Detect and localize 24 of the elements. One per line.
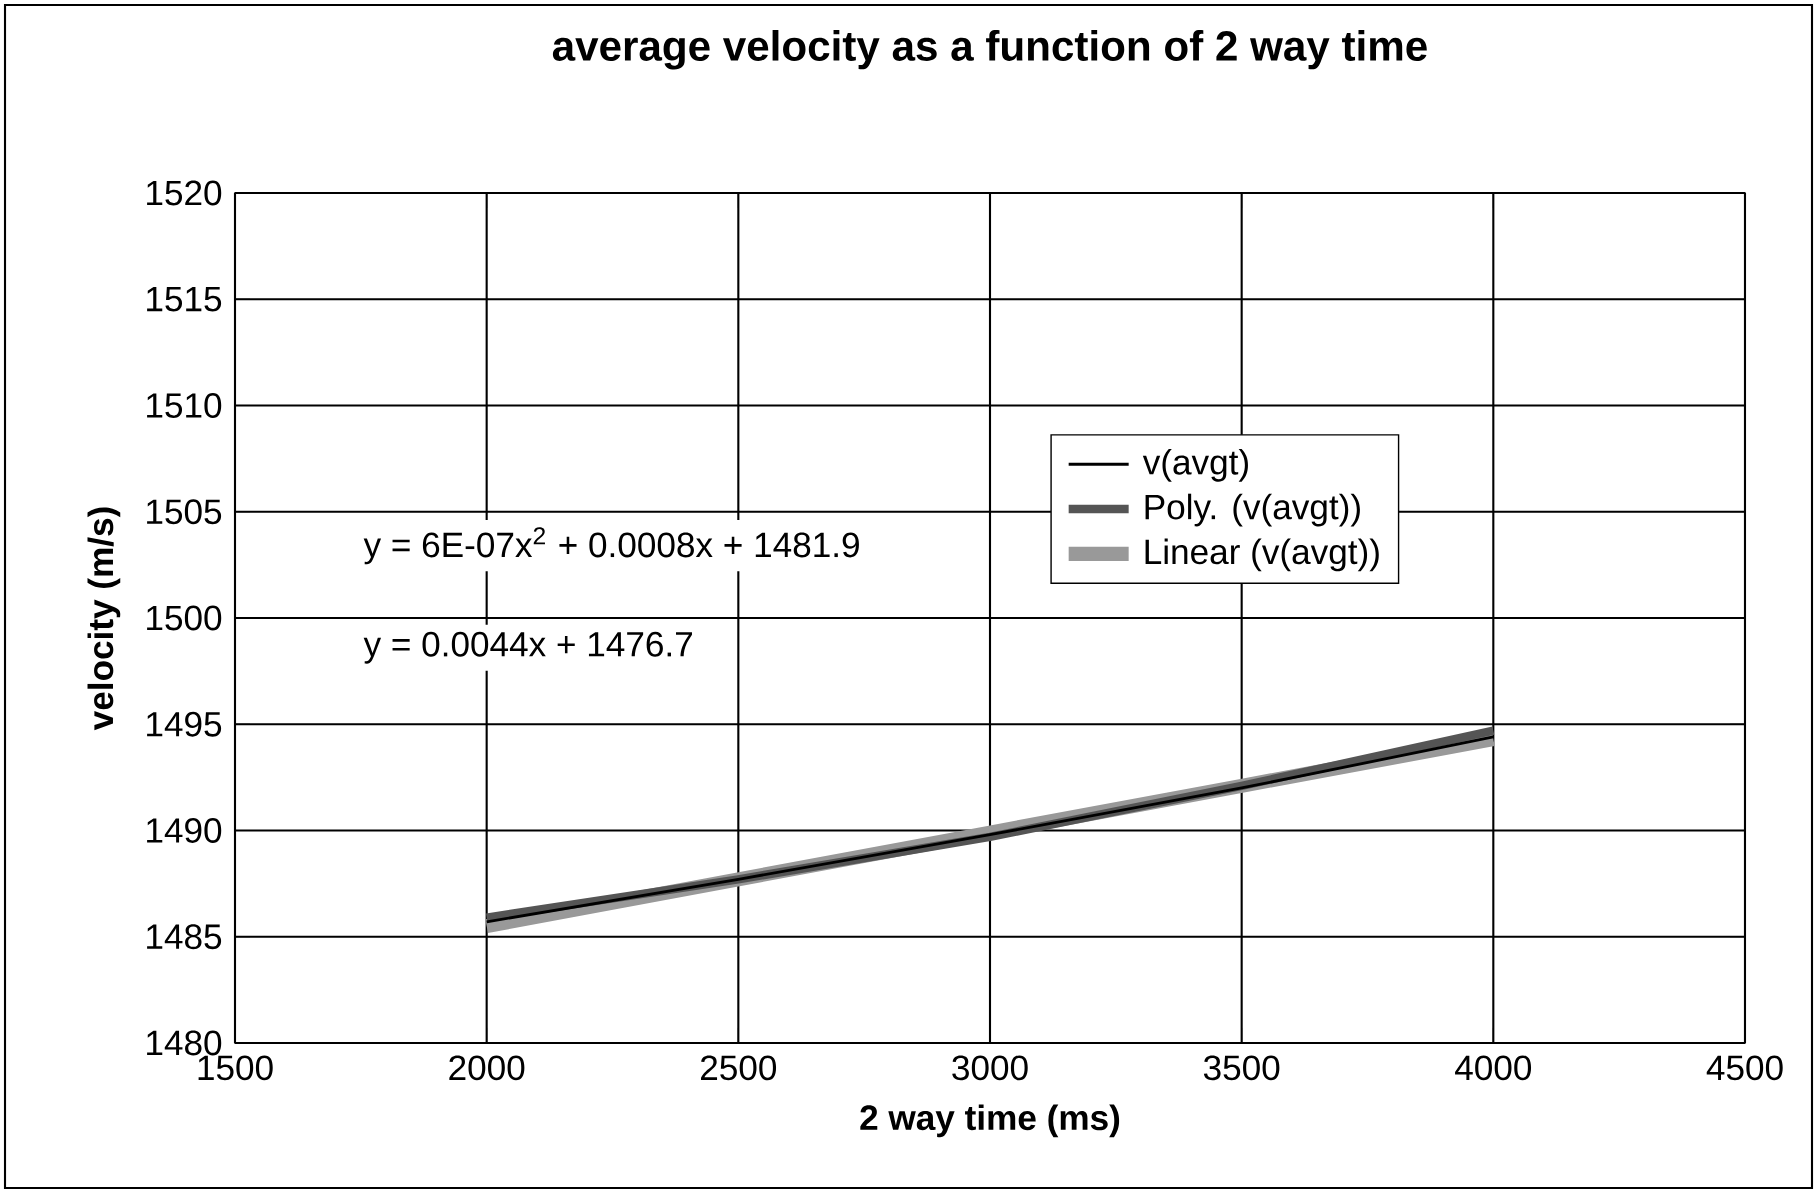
y-tick-label: 1495 [147,711,222,737]
x-tick-label: 2500 [701,1055,777,1081]
x-tick-label: 4500 [1706,1055,1783,1081]
x-tick-label: 1500 [198,1055,273,1081]
y-tick-label: 1515 [147,286,222,312]
y-tick-label: 1510 [147,393,222,418]
y-axis-title: velocity (m/s) [87,507,121,731]
legend-label: Poly. (v(avgt)) [1145,493,1360,527]
annotation: y = 0.0044x + 1476.7 [363,631,692,664]
chart-title: average velocity as a function of 2 way time [552,30,1427,70]
legend-label: Linear (v(avgt)) [1145,538,1379,572]
y-tick-label: 1490 [147,818,222,843]
y-tick-label: 1500 [147,605,222,631]
x-tick-label: 3500 [1203,1055,1280,1081]
x-tick-label: 2000 [449,1055,525,1081]
x-axis-title: 2 way time (ms) [860,1104,1120,1138]
legend-label: v(avgt) [1142,448,1248,482]
x-tick-label: 3000 [952,1055,1028,1081]
y-tick-label: 1520 [147,180,222,206]
y-tick-label: 1480 [147,1030,222,1056]
annotation: y = 6E-07x$^{2}$ + 0.0008x + 1481.9 [363,527,859,565]
y-tick-label: 1505 [147,499,222,525]
x-tick-label: 4000 [1455,1055,1532,1081]
y-tick-label: 1485 [147,924,222,950]
